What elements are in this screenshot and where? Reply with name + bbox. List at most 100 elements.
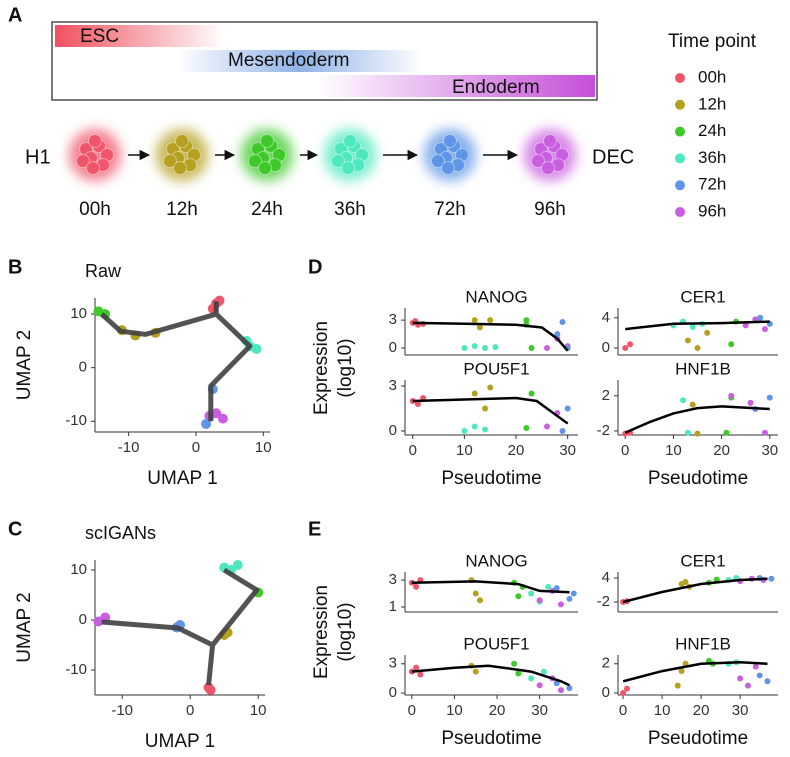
chart-title: CER1 xyxy=(680,287,725,306)
cell-point xyxy=(747,399,754,406)
panel-label: A xyxy=(8,4,22,26)
cell-point xyxy=(515,670,522,677)
x-tick-label: 10 xyxy=(654,702,671,719)
cell-point xyxy=(728,392,735,399)
cell-point xyxy=(511,660,518,667)
cell-point xyxy=(472,668,479,675)
x-tick-label: 0 xyxy=(408,702,416,719)
time-label: 36h xyxy=(334,199,366,220)
x-tick-label: -10 xyxy=(118,439,140,456)
y-tick-label: 0 xyxy=(602,339,610,356)
cell-point xyxy=(523,317,530,324)
x-tick-label: 0 xyxy=(409,442,417,459)
x-tick-label: 0 xyxy=(192,439,200,456)
y-tick-label: 3 xyxy=(389,571,397,588)
time-label: 24h xyxy=(251,199,283,220)
cell-point xyxy=(684,429,691,436)
y-tick-label: -2 xyxy=(597,422,610,439)
panel-label: E xyxy=(308,518,321,540)
x-tick-label: 20 xyxy=(713,442,730,459)
cell-point xyxy=(544,423,551,430)
cell-point xyxy=(476,597,483,604)
y-tick-label: 2 xyxy=(602,655,610,672)
cell-point xyxy=(557,687,564,694)
cell-point xyxy=(540,668,547,675)
y-tick-label: 2 xyxy=(602,387,610,404)
cell-point xyxy=(471,390,478,397)
panel-label: C xyxy=(8,518,22,540)
y-axis-title: (log10) xyxy=(335,602,356,661)
stage-box xyxy=(51,21,598,101)
cell xyxy=(86,161,100,175)
cell-point xyxy=(623,685,630,692)
smooth-curve xyxy=(411,664,571,687)
cell-point xyxy=(757,314,764,321)
x-axis-title: Pseudotime xyxy=(648,468,748,489)
x-axis-title: UMAP 1 xyxy=(147,468,217,489)
legend-dot xyxy=(675,207,685,217)
cell-point xyxy=(689,323,696,330)
cell-point xyxy=(201,418,212,429)
x-axis-title: Pseudotime xyxy=(441,728,541,749)
smooth-curve xyxy=(412,321,569,352)
cell xyxy=(431,154,445,168)
cell-point xyxy=(205,685,216,695)
legend-label: 36h xyxy=(698,148,726,167)
smooth-curve xyxy=(412,396,569,425)
cell-point xyxy=(682,579,689,585)
cell-point xyxy=(744,682,751,689)
y-axis-title: (log10) xyxy=(335,338,356,397)
cell xyxy=(541,161,555,175)
cell-point xyxy=(559,318,566,325)
cell-point xyxy=(737,675,744,682)
cell-point xyxy=(461,345,468,352)
x-tick-label: 30 xyxy=(761,442,778,459)
cell-point xyxy=(523,424,530,431)
cell xyxy=(248,154,262,168)
cell-point xyxy=(536,682,543,689)
cell-point xyxy=(211,408,222,419)
cell-point xyxy=(482,405,489,412)
smooth-curve xyxy=(624,405,770,434)
trajectory-line xyxy=(100,301,253,422)
cell-point xyxy=(232,560,243,570)
cell-point xyxy=(723,429,730,436)
cell-point xyxy=(251,343,262,354)
smooth-curve xyxy=(622,577,768,604)
cell xyxy=(331,154,345,168)
cell-point xyxy=(217,413,228,424)
cell-point xyxy=(557,601,564,608)
y-tick-label: 0 xyxy=(79,611,87,628)
y-tick-label: 3 xyxy=(389,655,397,672)
y-tick-label: 4 xyxy=(602,309,610,326)
legend-label: 72h xyxy=(698,175,726,194)
cell-point xyxy=(752,663,759,670)
cell-point xyxy=(414,400,421,407)
legend-label: 24h xyxy=(698,121,726,140)
y-tick-label: 1 xyxy=(389,598,397,615)
legend-dot xyxy=(675,99,685,110)
cell-point xyxy=(742,322,749,329)
panel-label: D xyxy=(308,256,322,278)
cell-point xyxy=(764,678,771,685)
cell xyxy=(163,154,177,168)
time-label: 12h xyxy=(166,199,198,220)
x-tick-label: 0 xyxy=(621,442,629,459)
cell-point xyxy=(528,675,535,682)
smooth-curve xyxy=(622,661,768,683)
cell xyxy=(175,134,189,148)
cell-point xyxy=(461,427,468,434)
cell-point xyxy=(487,317,494,324)
cell-point xyxy=(472,590,479,597)
cell xyxy=(88,134,102,148)
cell-point xyxy=(553,680,560,687)
chart-title: Raw xyxy=(85,261,122,281)
y-tick-label: -10 xyxy=(65,412,87,429)
start-label: H1 xyxy=(25,146,51,168)
cell-point xyxy=(684,337,691,344)
cell-point xyxy=(471,343,478,350)
cell-point xyxy=(413,583,420,590)
cell-point xyxy=(528,345,535,352)
legend-dot xyxy=(675,153,685,164)
